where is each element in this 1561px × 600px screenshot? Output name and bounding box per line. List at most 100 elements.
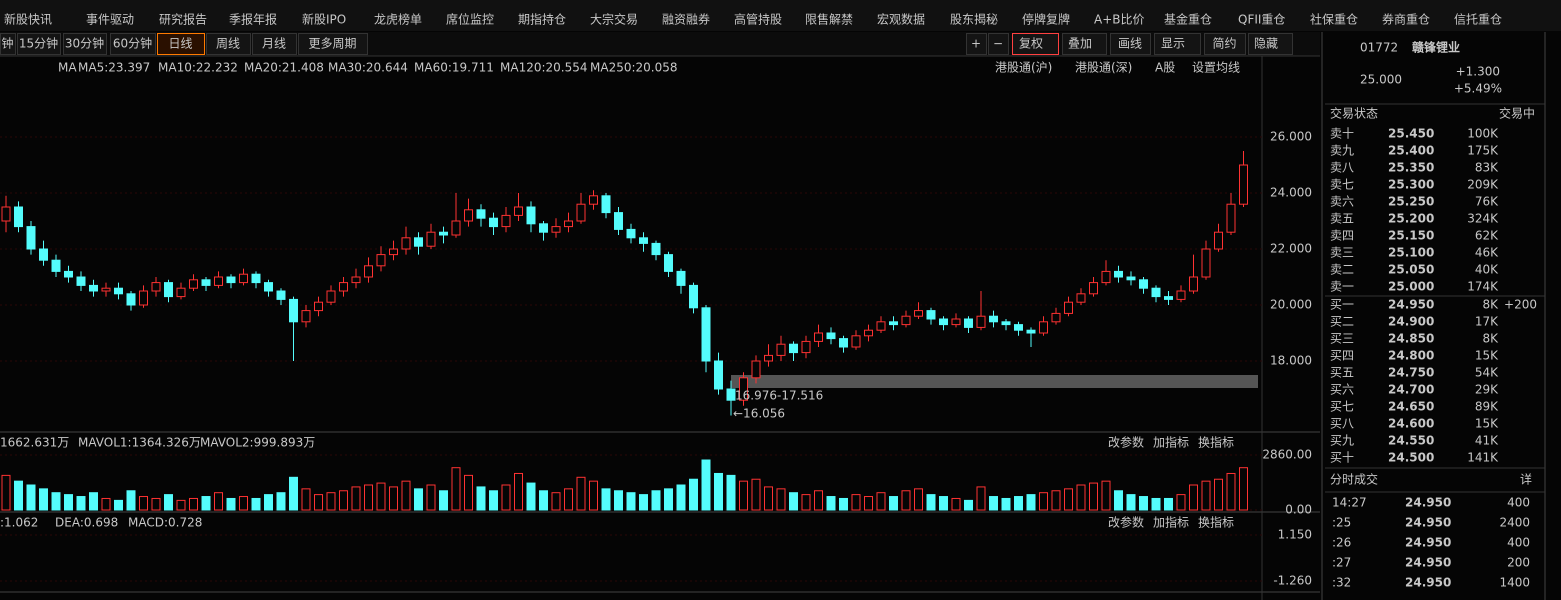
tool-label[interactable]: 显示 [1161,37,1185,51]
tool-label[interactable]: 画线 [1118,37,1142,51]
tool-button[interactable] [966,33,987,55]
indicator-label: MAVOL2:999.893万 [200,436,315,450]
candle-body [1051,312,1061,323]
detail-button[interactable]: 详 [1520,472,1532,487]
candle-body [551,226,561,233]
candle-body [139,290,148,306]
candle-body [1,206,11,222]
book-price: 24.850 [1388,332,1434,346]
menu-item[interactable]: 停牌复牌 [1022,12,1070,27]
period-label[interactable]: 30分钟 [65,36,104,51]
menu-item[interactable]: 信托重仓 [1454,13,1502,27]
tool-label[interactable]: 简约 [1212,36,1236,51]
period-button[interactable] [63,33,107,55]
period-button[interactable] [0,33,16,55]
candle-body [64,270,73,278]
menu-item[interactable]: 基金重仓 [1164,12,1212,27]
book-volume: 174K [1467,280,1499,294]
menu-item[interactable]: 新股IPO [302,12,346,27]
ma-option[interactable]: 设置均线 [1192,61,1240,75]
panel-button[interactable]: 加指标 [1153,435,1189,450]
trade-volume: 1400 [1499,576,1530,590]
menu-item[interactable]: 宏观数据 [877,12,925,27]
volume-bar [614,490,623,511]
menu-item[interactable]: A+B比价 [1094,13,1145,27]
book-label: 买十 [1330,451,1354,465]
tool-label[interactable]: 隐藏 [1254,37,1278,51]
period-label[interactable]: 月线 [262,37,286,51]
tool-button[interactable] [1062,33,1107,55]
candle-body [1176,290,1186,300]
book-label: 卖六 [1330,195,1354,209]
tool-button[interactable] [1012,33,1059,55]
tool-label[interactable]: − [993,37,1003,51]
panel-button[interactable]: 换指标 [1198,435,1234,450]
period-button[interactable] [17,33,61,55]
volume-bar [1051,490,1061,511]
menu-item[interactable]: 融资融券 [662,12,710,27]
period-label[interactable]: 周线 [216,37,240,51]
book-volume: 41K [1475,434,1499,448]
menu-item[interactable]: 季报年报 [229,12,277,27]
volume-bar [664,488,673,511]
period-label[interactable]: 日线 [168,37,192,51]
volume-bar [351,486,361,511]
panel-button[interactable]: 加指标 [1153,515,1189,530]
volume-bar [401,480,411,511]
period-button[interactable] [252,33,297,55]
trade-volume: 2400 [1499,516,1530,530]
panel-button[interactable]: 改参数 [1108,515,1144,530]
candle-body [1026,329,1036,334]
ma-option[interactable]: 港股通(深) [1075,61,1132,75]
volume-bar [1026,494,1036,511]
book-price: 25.000 [1388,280,1434,294]
menu-item[interactable]: 龙虎榜单 [374,12,422,27]
menu-item[interactable]: 新股快讯 [4,12,52,27]
menu-item[interactable]: 研究报告 [159,12,207,27]
tool-button[interactable] [1204,33,1246,55]
candle-body [576,203,586,222]
ma-option[interactable]: A股 [1155,61,1175,75]
book-label: 卖五 [1330,212,1354,226]
volume-bar [901,490,911,511]
menu-item[interactable]: 社保重仓 [1310,12,1358,27]
volume-bar [939,496,948,511]
period-label[interactable]: 60分钟 [113,36,152,51]
period-button[interactable] [110,33,156,55]
tool-label[interactable]: + [971,37,981,51]
volume-bar [114,499,123,511]
trade-volume: 400 [1507,536,1530,550]
volume-bar [26,484,36,511]
volume-bar [551,492,561,511]
period-label[interactable]: 钟 [1,36,13,51]
menu-item[interactable]: 期指持仓 [518,12,566,27]
tool-button[interactable] [1248,33,1293,55]
period-label[interactable]: 15分钟 [19,36,58,51]
candle-body [1039,321,1048,334]
tool-label[interactable]: 复权 [1019,37,1043,51]
menu-item[interactable]: 高管持股 [734,12,782,27]
tool-button[interactable] [1154,33,1201,55]
panel-button[interactable]: 换指标 [1198,515,1234,530]
tool-label[interactable]: 叠加 [1068,37,1092,51]
candle-body [114,287,123,295]
menu-item[interactable]: 股东揭秘 [950,12,998,27]
menu-item[interactable]: 券商重仓 [1382,12,1430,27]
menu-item[interactable]: 事件驱动 [86,13,134,27]
ma-option[interactable]: 港股通(沪) [995,61,1052,75]
volume-bar [389,486,398,511]
ma-label: MA20:21.408 [244,61,324,75]
menu-item[interactable]: QFII重仓 [1238,13,1285,27]
menu-item[interactable]: 席位监控 [446,12,494,27]
period-label[interactable]: 更多周期 [308,37,356,51]
menu-item[interactable]: 限售解禁 [805,12,853,27]
period-button[interactable] [206,33,251,55]
period-button[interactable] [157,33,205,55]
tool-button[interactable] [988,33,1009,55]
tool-button[interactable] [1110,33,1151,55]
panel-button[interactable]: 改参数 [1108,435,1144,450]
y-tick-label: -1.260 [1273,574,1312,588]
volume-bar [414,488,423,511]
menu-item[interactable]: 大宗交易 [590,12,638,27]
period-button[interactable] [298,33,368,55]
